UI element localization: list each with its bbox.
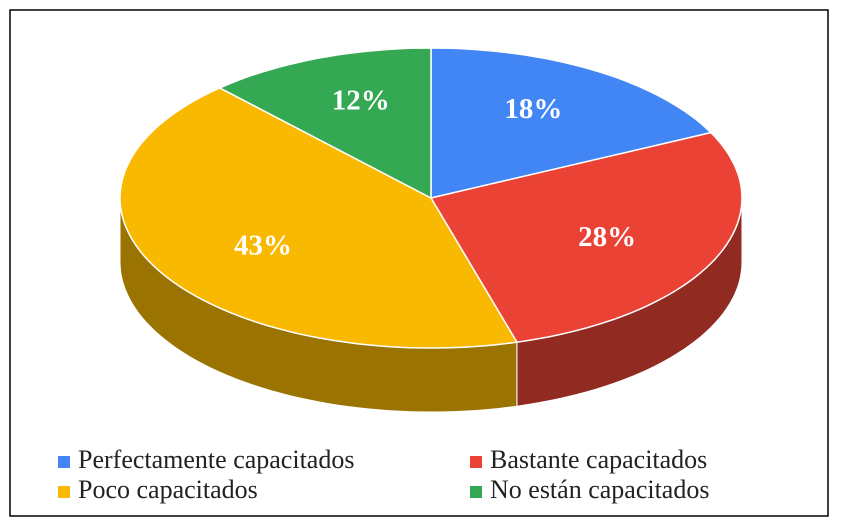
legend-swatch (58, 486, 70, 498)
slice (218, 47, 432, 200)
legend-label: No están capacitados (490, 475, 709, 504)
data-label: 28% (578, 221, 636, 253)
data-label: 43% (234, 230, 292, 262)
data-label: 12% (332, 85, 390, 117)
legend-label: Perfectamente capacitados (78, 445, 354, 474)
legend-swatch (470, 456, 482, 468)
slice (430, 47, 713, 199)
legend-label: Poco capacitados (78, 475, 258, 504)
legend-label: Bastante capacitados (490, 445, 707, 474)
slice (429, 131, 743, 344)
slice (119, 87, 519, 349)
data-label: 18% (504, 93, 562, 125)
legend-swatch (58, 456, 70, 468)
legend-swatch (470, 486, 482, 498)
